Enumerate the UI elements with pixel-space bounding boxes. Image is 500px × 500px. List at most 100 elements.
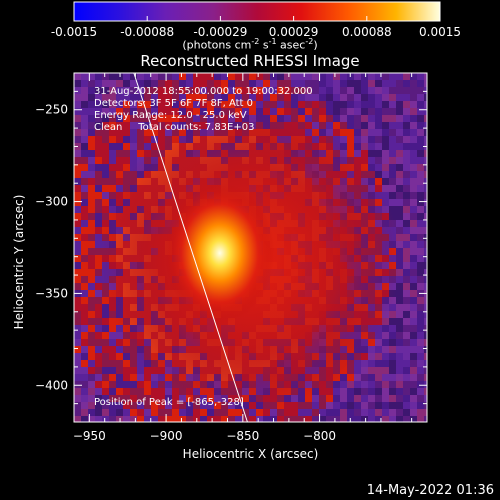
heatmap-cell (410, 157, 417, 164)
heatmap-cell (81, 304, 88, 311)
heatmap-cell (74, 360, 81, 367)
heatmap-cell (403, 241, 410, 248)
heatmap-cell (95, 304, 102, 311)
heatmap-cell (417, 220, 424, 227)
heatmap-cell (81, 94, 88, 101)
heatmap-cell (410, 346, 417, 353)
heatmap-cell (81, 101, 88, 108)
heatmap-cell (291, 94, 298, 101)
heatmap-cell (165, 101, 172, 108)
heatmap-cell (298, 94, 305, 101)
heatmap-cell (88, 416, 95, 422)
heatmap-cell (221, 416, 228, 422)
heatmap-cell (81, 297, 88, 304)
heatmap-cell (88, 206, 95, 213)
heatmap-cell (368, 80, 375, 87)
heatmap-cell (403, 325, 410, 332)
heatmap-cell (74, 129, 81, 136)
heatmap-cell (417, 80, 424, 87)
heatmap-cell (144, 94, 151, 101)
heatmap-cell (214, 409, 221, 416)
heatmap-cell (249, 87, 256, 94)
heatmap-cell (410, 269, 417, 276)
heatmap-cell (193, 409, 200, 416)
heatmap-cell (81, 255, 88, 262)
time-range-annotation: 31-Aug-2012 18:55:00.000 to 19:00:32.000 (94, 86, 313, 97)
heatmap-cell (95, 388, 102, 395)
heatmap-cell (403, 213, 410, 220)
heatmap-cell (354, 73, 361, 80)
heatmap-cell (410, 87, 417, 94)
heatmap-cell (123, 80, 130, 87)
heatmap-cell (424, 213, 427, 220)
heatmap-cell (207, 80, 214, 87)
heatmap-cell (88, 227, 95, 234)
heatmap-cell (74, 283, 81, 290)
heatmap-cell (424, 248, 427, 255)
heatmap-cell (326, 87, 333, 94)
heatmap-cell (270, 94, 277, 101)
heatmap-cell (74, 178, 81, 185)
heatmap-cell (410, 136, 417, 143)
heatmap-cell (417, 360, 424, 367)
heatmap-cell (228, 101, 235, 108)
heatmap-cell (179, 409, 186, 416)
heatmap-cell (88, 248, 95, 255)
heatmap-cell (277, 87, 284, 94)
heatmap-cell (74, 164, 81, 171)
heatmap-cell (312, 73, 319, 80)
heatmap-cell (242, 416, 249, 422)
heatmap-cell (305, 94, 312, 101)
heatmap-cell (249, 94, 256, 101)
heatmap-cell (200, 73, 207, 80)
heatmap-cell (193, 80, 200, 87)
heatmap-cell (74, 409, 81, 416)
heatmap-cell (340, 94, 347, 101)
heatmap-cell (368, 87, 375, 94)
heatmap-cell (95, 297, 102, 304)
heatmap-cell (347, 409, 354, 416)
colorbar-unit-label: (photons cm-2 s-1 asec-2) (182, 37, 318, 52)
heatmap-cell (389, 409, 396, 416)
heatmap-cell (95, 108, 102, 115)
heatmap-cell (74, 269, 81, 276)
heatmap-cell (403, 346, 410, 353)
heatmap-cell (361, 94, 368, 101)
heatmap-cell (291, 80, 298, 87)
heatmap-cell (95, 220, 102, 227)
heatmap-cell (95, 178, 102, 185)
heatmap-cell (81, 395, 88, 402)
heatmap-cell (424, 206, 427, 213)
heatmap-cell (88, 388, 95, 395)
heatmap-cell (144, 409, 151, 416)
heatmap-cell (81, 311, 88, 318)
heatmap-cell (151, 94, 158, 101)
heatmap-cell (424, 199, 427, 206)
heatmap-cell (151, 101, 158, 108)
heatmap-cell (368, 409, 375, 416)
heatmap-cell (186, 94, 193, 101)
heatmap-cell (88, 290, 95, 297)
heatmap-cell (88, 325, 95, 332)
heatmap-cell (158, 416, 165, 422)
heatmap-cell (88, 157, 95, 164)
heatmap-cell (424, 318, 427, 325)
heatmap-cell (221, 87, 228, 94)
heatmap-cell (81, 213, 88, 220)
heatmap-cell (424, 395, 427, 402)
heatmap-cell (102, 101, 109, 108)
heatmap-cell (319, 409, 326, 416)
heatmap-cell (74, 318, 81, 325)
heatmap-cell (88, 374, 95, 381)
heatmap-cell (74, 416, 81, 422)
heatmap-cell (410, 199, 417, 206)
heatmap-cell (116, 73, 123, 80)
heatmap-cell (263, 80, 270, 87)
heatmap-cell (410, 185, 417, 192)
heatmap-cell (74, 234, 81, 241)
heatmap-cell (382, 87, 389, 94)
heatmap-cell (410, 115, 417, 122)
heatmap-cell (305, 101, 312, 108)
heatmap-cell (95, 381, 102, 388)
